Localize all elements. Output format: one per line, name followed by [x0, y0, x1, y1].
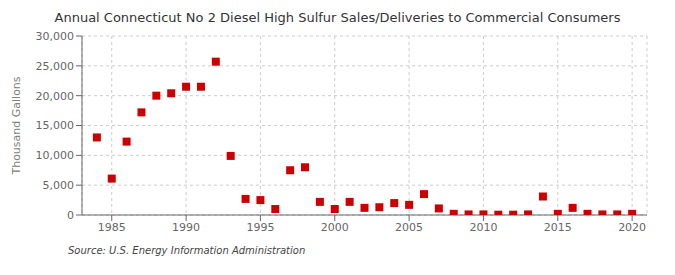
- svg-text:5,000: 5,000: [43, 179, 75, 192]
- svg-text:20,000: 20,000: [36, 90, 75, 103]
- html-text:Source: U.S. Energy Informatio: Source: U.S. Energy Information Administ…: [68, 245, 306, 256]
- svg-text:1990: 1990: [172, 221, 200, 234]
- svg-text:2005: 2005: [395, 221, 423, 234]
- svg-text:2015: 2015: [544, 221, 572, 234]
- svg-text:25,000: 25,000: [36, 60, 75, 73]
- svg-text:10,000: 10,000: [36, 149, 75, 162]
- svg-text:2010: 2010: [469, 221, 497, 234]
- svg-text:1995: 1995: [246, 221, 274, 234]
- html-text:Annual Connecticut No 2 Diesel: Annual Connecticut No 2 Diesel High Sulf…: [54, 10, 621, 25]
- svg-text:0: 0: [67, 209, 74, 222]
- svg-text:15,000: 15,000: [36, 119, 75, 132]
- svg-text:1985: 1985: [98, 221, 126, 234]
- svg-text:Thousand Gallons: Thousand Gallons: [10, 76, 23, 175]
- svg-text:2000: 2000: [321, 221, 349, 234]
- svg-text:2020: 2020: [618, 221, 646, 234]
- svg-text:30,000: 30,000: [36, 30, 75, 43]
